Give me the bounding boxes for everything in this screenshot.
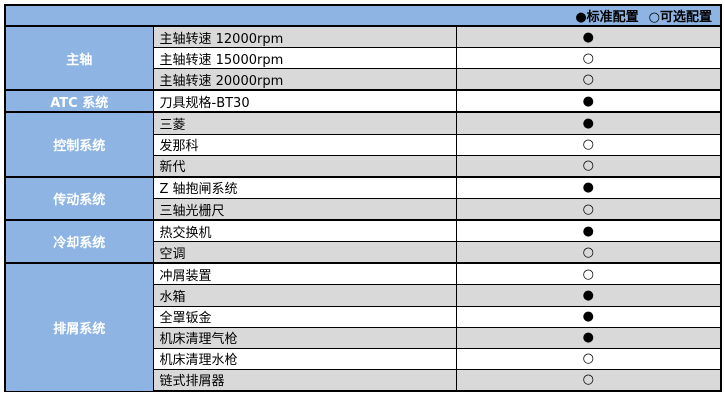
category-cell: 冷却系统: [4, 219, 154, 264]
item-label-cell: 三轴光栅尺: [152, 197, 457, 221]
configuration-table-body: ●标准配置 ○可选配置 主轴 主轴转速 12000rpm ● 主轴转速 15000rpm…: [3, 4, 723, 392]
optional-config-dot: ○: [455, 47, 723, 70]
item-label-cell: Z 轴抱闸系统: [152, 175, 457, 199]
optional-config-dot: ○: [455, 241, 723, 264]
table-row: 新代 ○: [5, 154, 723, 178]
table-row: 排屑系统 冲屑装置 ○: [4, 262, 723, 392]
standard-config-dot: ●: [455, 326, 723, 349]
item-label-cell: 热交换机: [152, 219, 457, 243]
standard-config-dot: ●: [455, 89, 723, 113]
category-cell: 主轴: [4, 24, 154, 91]
optional-config-dot: ○: [455, 197, 723, 221]
table-row: 控制系统 三菱 ●: [4, 111, 723, 178]
table-row: 全罩钣金 ●: [5, 305, 723, 328]
item-label-cell: 新代: [152, 154, 457, 178]
item-label-cell: 全罩钣金: [152, 305, 457, 328]
optional-config-dot: ○: [455, 154, 723, 178]
table-row: 空调 ○: [5, 241, 723, 264]
optional-config-dot: ○: [455, 368, 723, 392]
optional-config-dot: ○: [455, 347, 723, 370]
item-label-cell: 冲屑装置: [152, 262, 457, 286]
category-cell: 排屑系统: [4, 262, 154, 392]
table-row: 机床清理水枪 ○: [5, 347, 723, 370]
optional-config-dot: ○: [455, 68, 723, 91]
table-row: 冷却系统 热交换机 ●: [4, 219, 723, 264]
standard-config-dot: ●: [455, 305, 723, 328]
category-cell: 控制系统: [4, 111, 154, 178]
standard-config-dot: ●: [455, 219, 723, 243]
item-label-cell: 机床清理水枪: [152, 347, 457, 370]
item-label-cell: 三菱: [152, 111, 457, 135]
item-label-cell: 刀具规格-BT30: [152, 89, 457, 113]
item-label-cell: 机床清理气枪: [152, 326, 457, 349]
standard-config-dot: ●: [455, 284, 723, 307]
table-row: 三轴光栅尺 ○: [5, 197, 723, 221]
legend-optional: ○可选配置: [648, 10, 713, 25]
standard-config-dot: ●: [455, 111, 723, 135]
table-row: 机床清理气枪 ●: [5, 326, 723, 349]
table-row: 主轴转速 15000rpm ○: [5, 47, 723, 70]
item-label-cell: 主轴转速 12000rpm: [152, 25, 457, 49]
item-label-cell: 链式排屑器: [152, 368, 457, 392]
item-label-cell: 水箱: [152, 284, 457, 307]
optional-config-dot: ○: [455, 262, 723, 286]
configuration-table: ●标准配置 ○可选配置 主轴 主轴转速 12000rpm ● 主轴转速 15000rpm…: [3, 4, 723, 392]
item-label-cell: 主轴转速 15000rpm: [152, 47, 457, 70]
optional-config-dot: ○: [455, 133, 723, 156]
table-row: 传动系统 Z 轴抱闸系统 ●: [4, 175, 723, 221]
category-cell: ATC 系统: [4, 89, 154, 113]
legend-cell: ●标准配置 ○可选配置: [3, 4, 723, 27]
table-row: 链式排屑器 ○: [5, 368, 723, 392]
legend-standard: ●标准配置: [575, 10, 639, 25]
standard-config-dot: ●: [455, 25, 723, 49]
category-cell: 传动系统: [4, 175, 154, 221]
item-label-cell: 空调: [152, 241, 457, 264]
standard-config-dot: ●: [455, 175, 723, 199]
legend-row: ●标准配置 ○可选配置: [3, 4, 723, 27]
table-row: 主轴 主轴转速 12000rpm ●: [4, 24, 723, 91]
table-row: ATC 系统 刀具规格-BT30 ●: [4, 89, 723, 113]
item-label-cell: 发那科: [152, 133, 457, 156]
table-row: 发那科 ○: [5, 133, 723, 156]
item-label-cell: 主轴转速 20000rpm: [152, 68, 457, 91]
